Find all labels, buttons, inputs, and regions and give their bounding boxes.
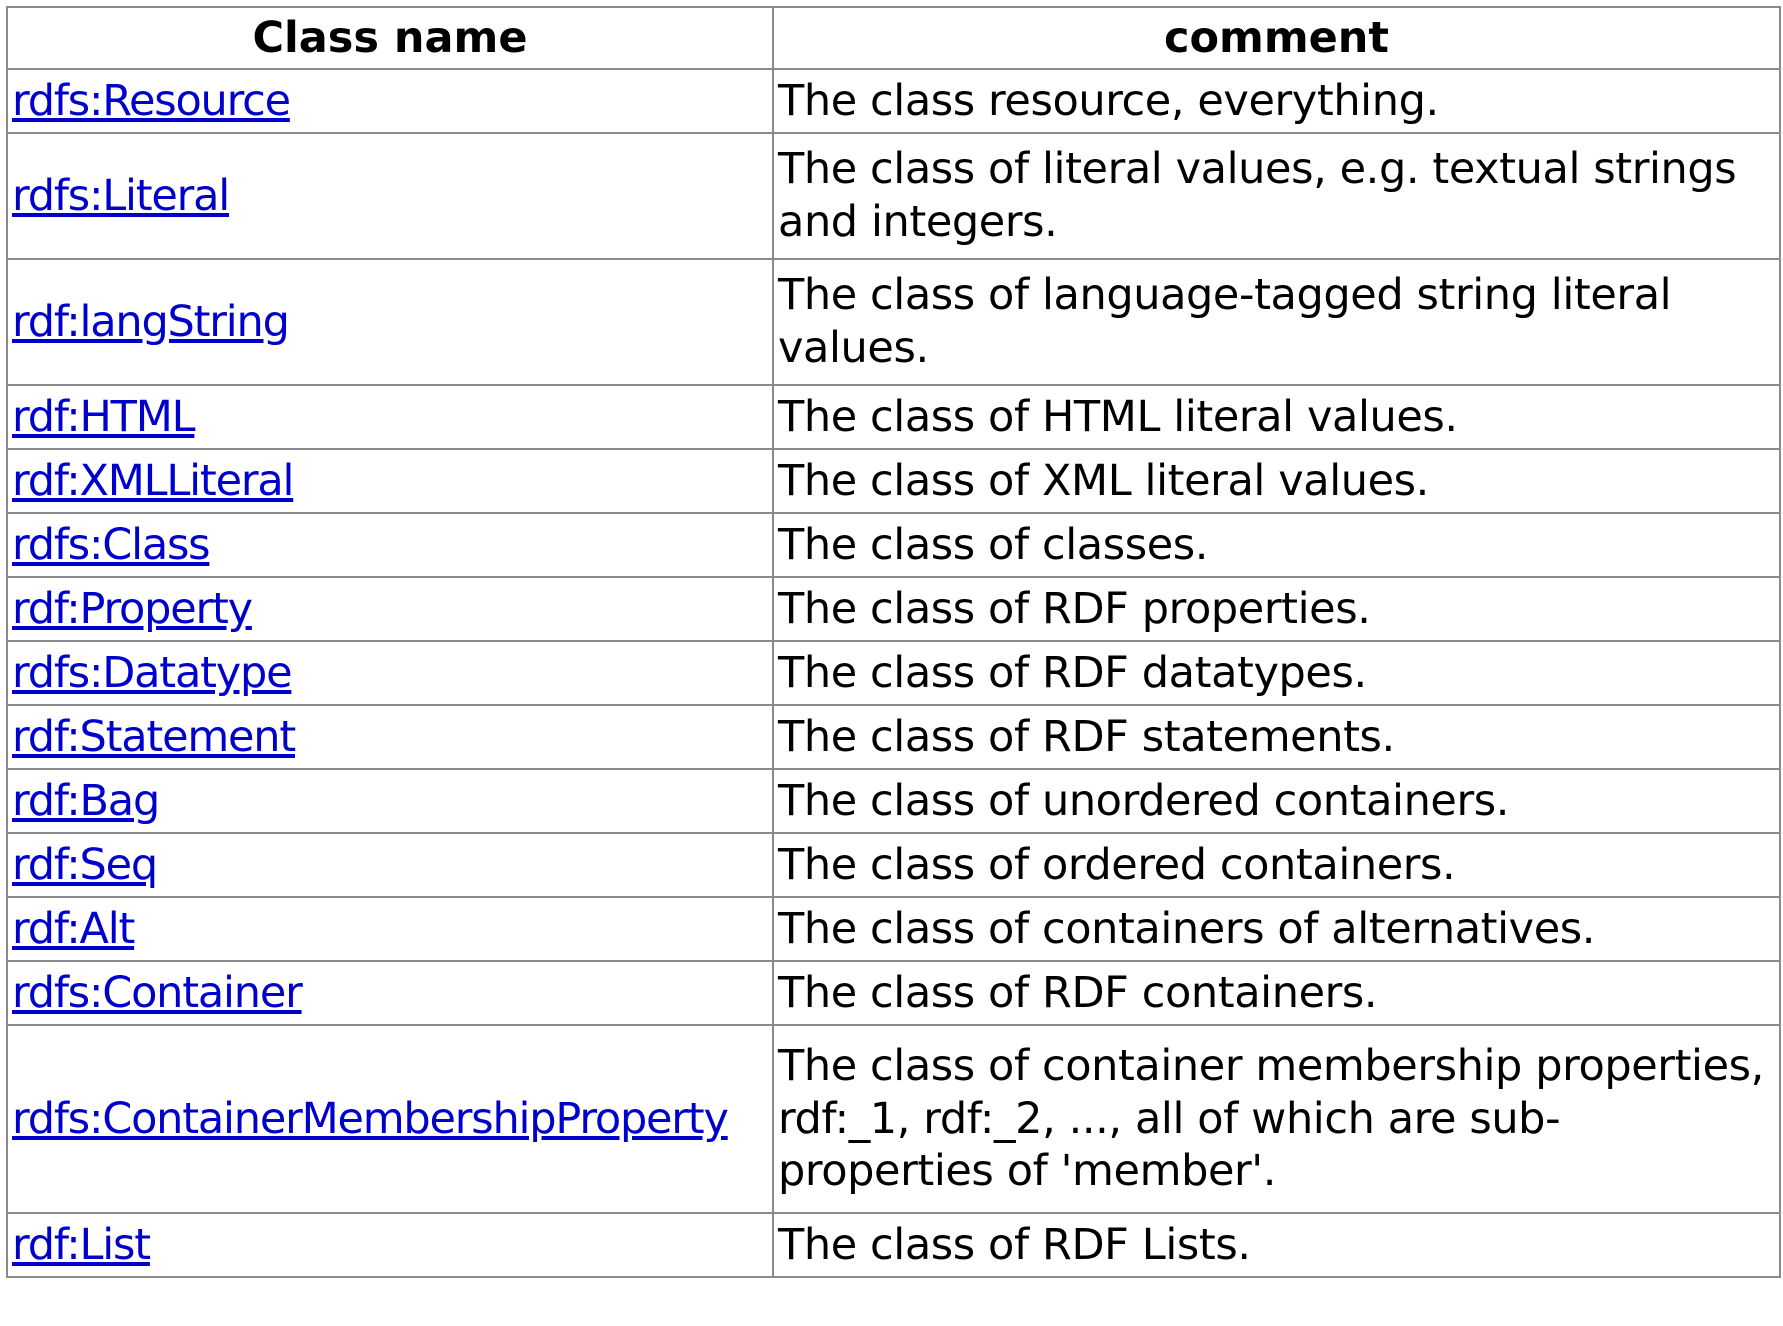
comment-cell: The class of classes. bbox=[772, 512, 1781, 578]
class-link[interactable]: rdfs:Container bbox=[12, 967, 303, 1018]
class-name-cell: rdf:Statement bbox=[6, 704, 774, 770]
class-name-cell: rdfs:Container bbox=[6, 960, 774, 1026]
class-link[interactable]: rdfs:Resource bbox=[12, 75, 291, 126]
table-row: rdf:List The class of RDF Lists. bbox=[6, 1212, 1781, 1278]
class-link[interactable]: rdf:XMLLiteral bbox=[12, 455, 294, 506]
comment-cell: The class of RDF properties. bbox=[772, 576, 1781, 642]
table-row: rdfs:Container The class of RDF containe… bbox=[6, 960, 1781, 1026]
comment-cell: The class of language-tagged string lite… bbox=[772, 258, 1781, 386]
class-link[interactable]: rdfs:Literal bbox=[12, 170, 230, 221]
class-name-cell: rdfs:Resource bbox=[6, 68, 774, 134]
class-link[interactable]: rdf:HTML bbox=[12, 391, 196, 442]
comment-cell: The class of RDF containers. bbox=[772, 960, 1781, 1026]
comment-cell: The class of RDF Lists. bbox=[772, 1212, 1781, 1278]
table-row: rdf:Property The class of RDF properties… bbox=[6, 576, 1781, 642]
class-name-cell: rdfs:Datatype bbox=[6, 640, 774, 706]
table-row: rdfs:Class The class of classes. bbox=[6, 512, 1781, 578]
table-row: rdf:langString The class of language-tag… bbox=[6, 258, 1781, 386]
comment-cell: The class of unordered containers. bbox=[772, 768, 1781, 834]
table-row: rdfs:Resource The class resource, everyt… bbox=[6, 68, 1781, 134]
table-row: rdf:Alt The class of containers of alter… bbox=[6, 896, 1781, 962]
class-link[interactable]: rdf:langString bbox=[12, 296, 290, 347]
class-name-cell: rdf:HTML bbox=[6, 384, 774, 450]
class-name-cell: rdf:Seq bbox=[6, 832, 774, 898]
class-link[interactable]: rdf:Seq bbox=[12, 839, 158, 890]
table-row: rdfs:ContainerMembershipProperty The cla… bbox=[6, 1024, 1781, 1214]
header-class-name: Class name bbox=[6, 6, 774, 70]
class-link[interactable]: rdf:List bbox=[12, 1219, 151, 1270]
table-row: rdf:Bag The class of unordered container… bbox=[6, 768, 1781, 834]
class-link[interactable]: rdf:Alt bbox=[12, 903, 135, 954]
class-name-cell: rdf:List bbox=[6, 1212, 774, 1278]
class-name-cell: rdfs:Class bbox=[6, 512, 774, 578]
class-name-cell: rdf:XMLLiteral bbox=[6, 448, 774, 514]
comment-cell: The class resource, everything. bbox=[772, 68, 1781, 134]
class-link[interactable]: rdfs:Datatype bbox=[12, 647, 293, 698]
table-row: rdf:XMLLiteral The class of XML literal … bbox=[6, 448, 1781, 514]
page: Class name comment rdfs:Resource The cla… bbox=[6, 6, 1781, 1278]
comment-cell: The class of containers of alternatives. bbox=[772, 896, 1781, 962]
class-name-cell: rdfs:Literal bbox=[6, 132, 774, 260]
comment-cell: The class of container membership proper… bbox=[772, 1024, 1781, 1214]
class-link[interactable]: rdf:Bag bbox=[12, 775, 160, 826]
comment-cell: The class of RDF statements. bbox=[772, 704, 1781, 770]
table-row: rdfs:Datatype The class of RDF datatypes… bbox=[6, 640, 1781, 706]
class-link[interactable]: rdfs:Class bbox=[12, 519, 211, 570]
comment-cell: The class of XML literal values. bbox=[772, 448, 1781, 514]
comment-cell: The class of ordered containers. bbox=[772, 832, 1781, 898]
class-link[interactable]: rdf:Property bbox=[12, 583, 253, 634]
comment-cell: The class of literal values, e.g. textua… bbox=[772, 132, 1781, 260]
table-header-row: Class name comment bbox=[6, 6, 1781, 70]
class-name-cell: rdf:Bag bbox=[6, 768, 774, 834]
class-link[interactable]: rdfs:ContainerMembershipProperty bbox=[12, 1093, 729, 1144]
table-row: rdf:HTML The class of HTML literal value… bbox=[6, 384, 1781, 450]
comment-cell: The class of HTML literal values. bbox=[772, 384, 1781, 450]
class-link[interactable]: rdf:Statement bbox=[12, 711, 296, 762]
table-row: rdfs:Literal The class of literal values… bbox=[6, 132, 1781, 260]
class-name-cell: rdf:langString bbox=[6, 258, 774, 386]
header-comment: comment bbox=[772, 6, 1781, 70]
table-row: rdf:Seq The class of ordered containers. bbox=[6, 832, 1781, 898]
comment-cell: The class of RDF datatypes. bbox=[772, 640, 1781, 706]
rdf-classes-table: Class name comment rdfs:Resource The cla… bbox=[6, 6, 1781, 1278]
class-name-cell: rdf:Property bbox=[6, 576, 774, 642]
class-name-cell: rdf:Alt bbox=[6, 896, 774, 962]
class-name-cell: rdfs:ContainerMembershipProperty bbox=[6, 1024, 774, 1214]
table-row: rdf:Statement The class of RDF statement… bbox=[6, 704, 1781, 770]
